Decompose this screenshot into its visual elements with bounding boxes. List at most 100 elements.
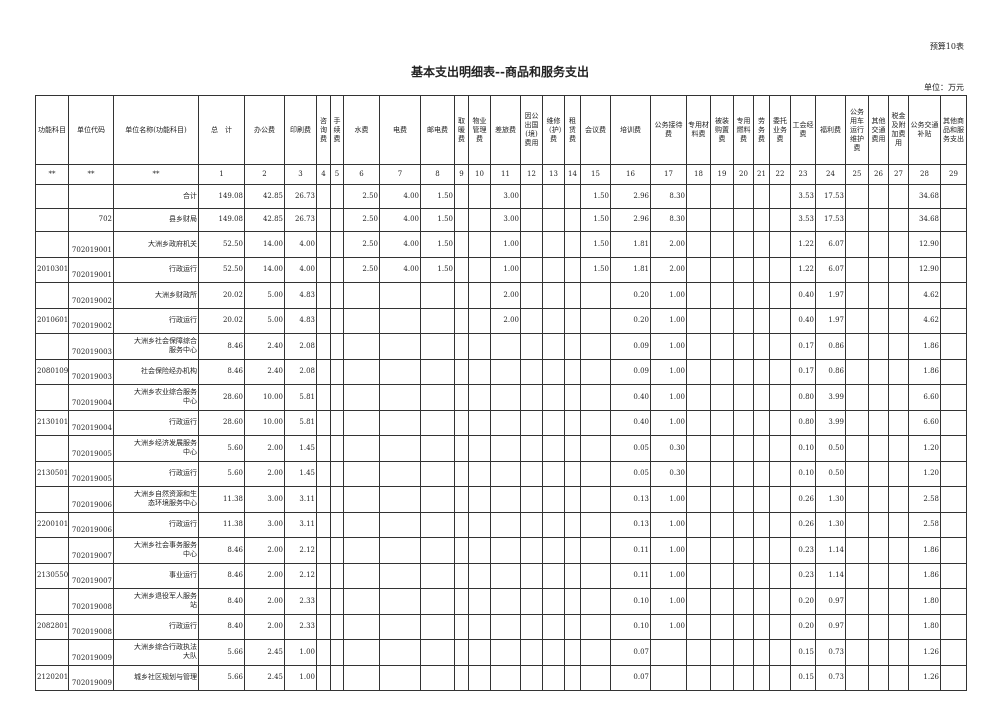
value-cell [710, 256, 734, 283]
value-cell [379, 664, 421, 691]
table-row: 2080109 702019003 社会保险经办机构 8.46 2.40 2.08 0.09… [35, 358, 967, 385]
value-cell: 1.50 [580, 231, 611, 258]
value-cell [379, 384, 421, 411]
unit-code-cell: 702019008 [68, 613, 114, 640]
column-header: 公务用车运行维护费 [845, 95, 869, 165]
value-cell [769, 282, 791, 309]
value-cell [542, 588, 565, 615]
value-cell [868, 460, 889, 487]
value-cell: 4.00 [284, 256, 317, 283]
value-cell [330, 358, 344, 385]
value-cell: 1.97 [815, 282, 846, 309]
value-cell: 1.50 [420, 256, 455, 283]
unit-code-cell: 702019004 [68, 384, 114, 411]
table-row: 702019009 大洲乡综合行政执法大队 5.66 2.45 1.00 0.07 0.15… [35, 639, 967, 666]
value-cell: 8.40 [198, 613, 245, 640]
value-cell [564, 511, 581, 538]
function-code-cell [35, 184, 69, 209]
table-row: 702019007 大洲乡社会事务服务中心 8.46 2.00 2.12 0.11 1.00… [35, 537, 967, 564]
value-cell [520, 358, 543, 385]
value-cell [343, 639, 380, 666]
value-cell: 2.00 [244, 588, 285, 615]
value-cell [520, 333, 543, 360]
column-header: 专用燃料费 [733, 95, 754, 165]
column-header: 手续费 [330, 95, 344, 165]
value-cell [868, 384, 889, 411]
value-cell: 0.50 [815, 435, 846, 462]
value-cell: 3.11 [284, 511, 317, 538]
value-cell: 52.50 [198, 231, 245, 258]
function-code-cell: 2130550 [35, 562, 69, 589]
value-cell [845, 207, 869, 232]
value-cell [769, 537, 791, 564]
value-cell [753, 231, 770, 258]
column-header: 公务交通补贴 [908, 95, 941, 165]
value-cell [868, 409, 889, 436]
value-cell: 0.13 [610, 486, 651, 513]
value-cell: 2.12 [284, 537, 317, 564]
value-cell [490, 435, 521, 462]
value-cell [845, 460, 869, 487]
value-cell [733, 486, 754, 513]
value-cell [490, 460, 521, 487]
value-cell [468, 384, 491, 411]
column-number: 23 [790, 164, 816, 185]
value-cell [753, 537, 770, 564]
value-cell [753, 207, 770, 232]
value-cell [753, 333, 770, 360]
value-cell [316, 231, 331, 258]
value-cell [468, 460, 491, 487]
value-cell [330, 207, 344, 232]
value-cell [520, 664, 543, 691]
value-cell [564, 358, 581, 385]
value-cell: 1.14 [815, 562, 846, 589]
table-row: 2120201 702019009 城乡社区规划与管理 5.66 2.45 1.00 0.0… [35, 664, 967, 691]
value-cell: 1.30 [815, 511, 846, 538]
value-cell [686, 231, 711, 258]
value-cell [845, 184, 869, 209]
value-cell: 28.60 [198, 409, 245, 436]
unit-name-cell: 大洲乡综合行政执法大队 [113, 639, 199, 666]
value-cell [845, 384, 869, 411]
value-cell: 0.07 [610, 639, 651, 666]
value-cell: 0.26 [790, 486, 816, 513]
value-cell [316, 358, 331, 385]
table-row: 702019002 大洲乡财政所 20.02 5.00 4.83 2.00 0.20 1.00… [35, 282, 967, 309]
value-cell [888, 256, 909, 283]
value-cell: 0.86 [815, 358, 846, 385]
value-cell [940, 562, 967, 589]
value-cell [420, 333, 455, 360]
value-cell: 6.07 [815, 231, 846, 258]
value-cell [542, 307, 565, 334]
value-cell: 2.45 [244, 664, 285, 691]
value-cell: 0.07 [610, 664, 651, 691]
value-cell [490, 639, 521, 666]
value-cell: 2.00 [244, 562, 285, 589]
value-cell [868, 256, 889, 283]
value-cell: 52.50 [198, 256, 245, 283]
value-cell [940, 231, 967, 258]
column-number: 17 [650, 164, 687, 185]
value-cell [420, 307, 455, 334]
value-cell [316, 486, 331, 513]
value-cell [454, 460, 469, 487]
value-cell [316, 664, 331, 691]
value-cell [940, 384, 967, 411]
value-cell [686, 207, 711, 232]
value-cell [769, 207, 791, 232]
table-row: 702019006 大洲乡自然资源和生态环境服务中心 11.38 3.00 3.11 0.… [35, 486, 967, 513]
table-row: 702019001 大洲乡政府机关 52.50 14.00 4.00 2.50 4.00 1.… [35, 231, 967, 258]
column-number: 25 [845, 164, 869, 185]
value-cell [468, 207, 491, 232]
value-cell: 2.96 [610, 184, 651, 209]
value-cell [710, 307, 734, 334]
value-cell: 2.08 [284, 358, 317, 385]
table-row: 2010601 702019002 行政运行 20.02 5.00 4.83 2.00 0.2… [35, 307, 967, 334]
value-cell [868, 613, 889, 640]
value-cell: 2.00 [244, 435, 285, 462]
value-cell [379, 282, 421, 309]
value-cell [940, 664, 967, 691]
value-cell [733, 613, 754, 640]
value-cell [520, 511, 543, 538]
value-cell [753, 588, 770, 615]
